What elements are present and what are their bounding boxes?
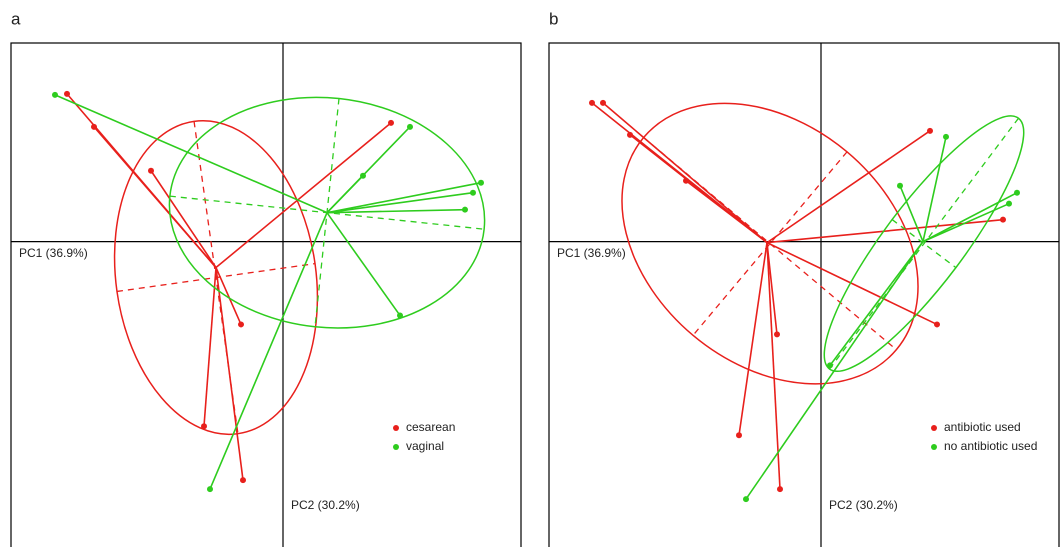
point	[64, 90, 70, 97]
panel: b PC1 (36.9%) PC2 (30.2%) antibiotic used no…	[548, 9, 1060, 547]
point	[1014, 189, 1020, 196]
spoke	[685, 180, 768, 244]
panel: a PC1 (36.9%) PC2 (30.2%) cesarean vaginal	[10, 9, 522, 547]
plot-frame	[10, 42, 522, 547]
point	[589, 99, 595, 106]
panel-title: a	[11, 9, 21, 28]
spoke	[766, 218, 1004, 244]
spoke	[766, 130, 931, 244]
point	[627, 131, 633, 138]
legend-label: no antibiotic used	[944, 439, 1037, 453]
spoke	[203, 267, 217, 427]
spoke	[922, 191, 1018, 243]
x-axis-label: PC1 (36.9%)	[19, 246, 88, 260]
point	[201, 423, 207, 430]
point	[478, 179, 484, 186]
x-axis-label: PC1 (36.9%)	[557, 246, 626, 260]
point	[148, 167, 154, 174]
point	[934, 321, 940, 328]
spoke	[326, 175, 364, 214]
spoke	[326, 208, 466, 214]
spoke	[922, 136, 947, 242]
point	[927, 127, 933, 134]
spoke	[602, 102, 768, 244]
point	[1006, 200, 1012, 207]
spoke	[54, 94, 328, 214]
y-axis-label: PC2 (30.2%)	[291, 498, 360, 512]
spoke	[93, 126, 217, 269]
point	[777, 486, 783, 493]
spoke	[150, 170, 217, 268]
legend-label: cesarean	[406, 420, 455, 434]
point	[774, 331, 780, 338]
point	[207, 486, 213, 493]
spoke	[745, 241, 924, 500]
point	[407, 123, 413, 130]
spoke	[215, 267, 242, 325]
spoke	[766, 242, 778, 335]
point	[470, 189, 476, 196]
legend-marker	[393, 425, 399, 431]
spoke	[326, 212, 401, 316]
spoke	[209, 212, 328, 490]
point	[683, 177, 689, 184]
spoke	[922, 202, 1010, 243]
ellipse-axis	[891, 219, 957, 269]
point	[388, 119, 394, 126]
spoke	[766, 242, 781, 490]
point	[462, 206, 468, 213]
spoke	[326, 181, 482, 214]
spoke	[766, 241, 938, 326]
spoke	[738, 242, 768, 436]
plot-frame	[548, 42, 1060, 547]
point	[91, 123, 97, 130]
legend-label: vaginal	[406, 439, 444, 453]
point	[397, 312, 403, 319]
spoke	[829, 241, 924, 366]
point	[1000, 216, 1006, 223]
panel-title: b	[549, 9, 558, 28]
y-axis-label: PC2 (30.2%)	[829, 498, 898, 512]
ellipse-axis	[828, 117, 1020, 370]
point	[736, 432, 742, 439]
point	[600, 99, 606, 106]
ellipse-axis	[692, 151, 848, 336]
legend-marker	[931, 425, 937, 431]
point	[897, 182, 903, 189]
point	[943, 133, 949, 140]
point	[743, 496, 749, 503]
point	[827, 362, 833, 369]
point	[240, 477, 246, 484]
spoke	[215, 267, 244, 481]
point	[360, 172, 366, 179]
point	[238, 321, 244, 328]
point	[52, 91, 58, 98]
spoke	[899, 185, 924, 242]
legend-label: antibiotic used	[944, 420, 1021, 434]
spoke	[215, 122, 392, 269]
legend-marker	[931, 444, 937, 450]
spoke	[326, 191, 474, 214]
legend-marker	[393, 444, 399, 450]
